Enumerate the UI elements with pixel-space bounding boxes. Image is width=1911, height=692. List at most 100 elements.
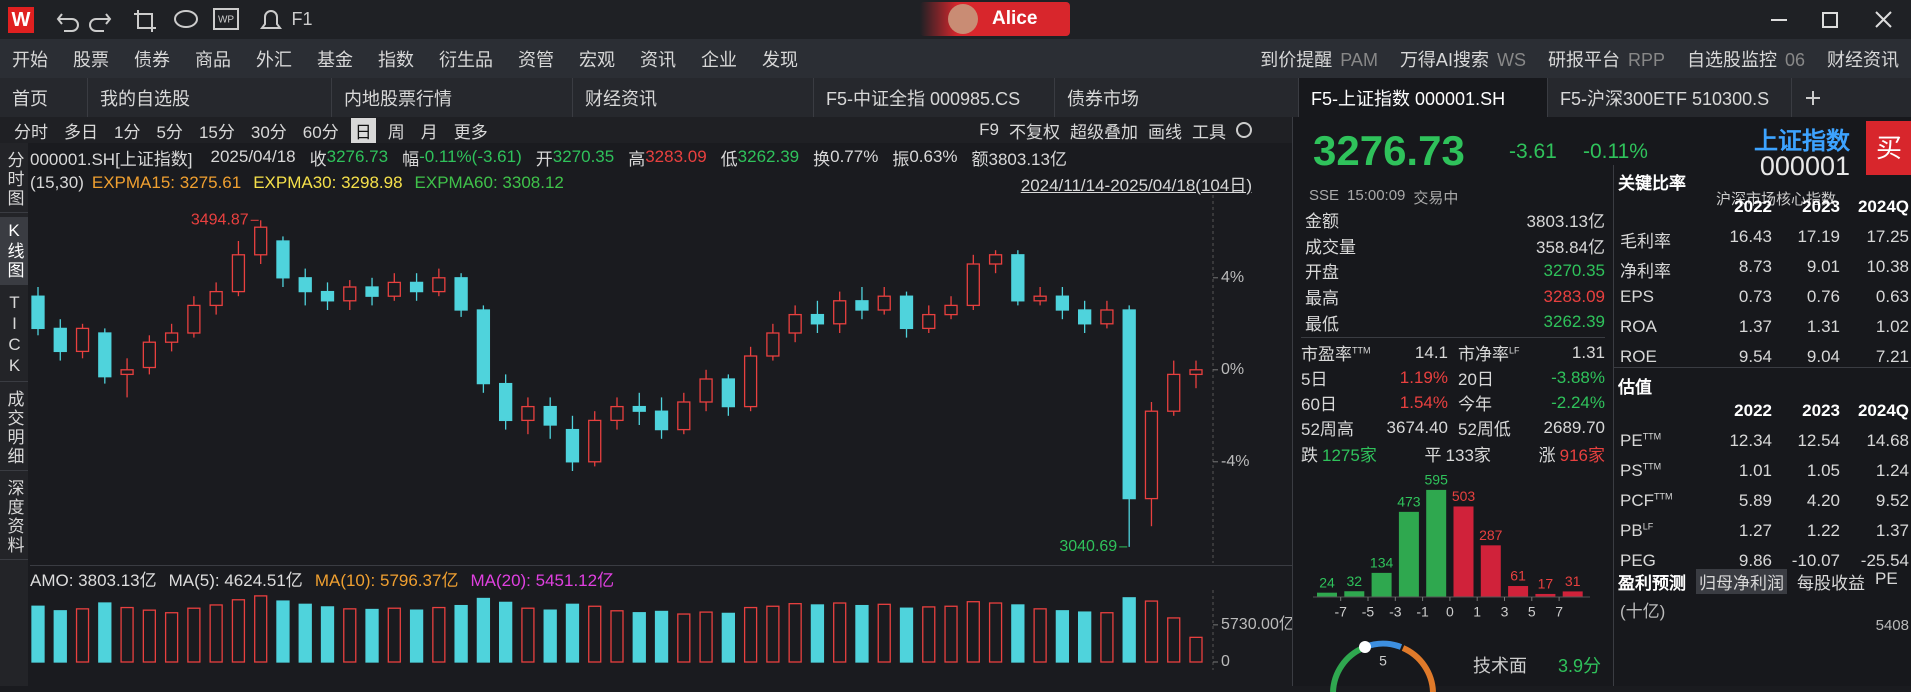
stat-label: 52周高 — [1301, 420, 1354, 439]
trade-button[interactable]: 买 — [1866, 121, 1911, 175]
row-value: 16.43 — [1729, 227, 1772, 246]
menu-item[interactable]: 发现 — [762, 49, 798, 70]
value-label: 595 — [1425, 472, 1449, 488]
bar — [1317, 592, 1337, 597]
bell-icon[interactable] — [260, 10, 282, 29]
forecast-tab[interactable]: PE — [1875, 569, 1898, 588]
tab[interactable]: F5-沪深300ETF 510300.S — [1548, 78, 1792, 117]
quote-label: 金额 — [1305, 212, 1339, 232]
period-button[interactable]: 1分 — [114, 122, 141, 142]
bar — [1426, 489, 1447, 597]
kline-chart: 4% 0% -4% 3494.87 3040.69 — [31, 195, 1249, 563]
date-range[interactable]: 2024/11/14-2025/04/18(104日) — [1020, 175, 1252, 195]
change: -3.61 — [1509, 140, 1557, 163]
undo-icon[interactable] — [56, 13, 79, 32]
tab[interactable]: 内地股票行情 — [332, 78, 573, 117]
menu-item[interactable]: 商品 — [195, 49, 231, 70]
menu-item[interactable]: 资管 — [518, 49, 554, 70]
side-tab[interactable]: 成交明细 — [0, 386, 28, 471]
period-button[interactable]: 日 — [350, 117, 376, 143]
user-badge[interactable]: Alice — [920, 2, 1070, 36]
volume-line: AMO: 3803.13亿 MA(5): 4624.51亿 MA(10): 5796… — [30, 565, 1292, 590]
candle-body — [1122, 309, 1136, 500]
field-label: 收 — [309, 149, 327, 169]
tab[interactable]: 债券市场 — [1055, 78, 1299, 117]
period-button[interactable]: 周 — [387, 122, 405, 142]
row-value: 9.01 — [1806, 257, 1840, 276]
close[interactable] — [1875, 11, 1892, 28]
menu-item[interactable]: 指数 — [378, 49, 414, 70]
settings-icon[interactable] — [1236, 122, 1252, 138]
logo[interactable]: W — [8, 6, 34, 33]
link-label: 自选股监控 — [1686, 49, 1777, 70]
menu-item[interactable]: 基金 — [317, 49, 353, 70]
menu-item[interactable]: 开始 — [12, 49, 48, 70]
menu-item[interactable]: 宏观 — [579, 49, 615, 70]
x-tick-label: 0 — [1446, 604, 1454, 620]
field-value: 3270.35 — [552, 147, 615, 166]
forecast-tab[interactable]: 每股收益 — [1797, 574, 1865, 593]
stat-cell: 20日 -3.88% — [1458, 365, 1605, 390]
row-value: 1.02 — [1875, 317, 1909, 336]
menu-item[interactable]: 企业 — [701, 49, 737, 70]
candle-body — [877, 295, 891, 311]
period-button[interactable]: 更多 — [453, 122, 488, 142]
quote-date: 2025/04/18 — [210, 147, 296, 166]
menu-item[interactable]: 资讯 — [640, 49, 676, 70]
candle-body — [766, 332, 780, 357]
quote-label: 最高 — [1305, 289, 1339, 309]
menu-link[interactable]: 万得AI搜索 WS — [1400, 46, 1526, 72]
crop-icon[interactable] — [134, 10, 156, 32]
volume-legend: MA(5): 4624.51亿 — [168, 570, 303, 590]
candle-body — [610, 405, 624, 422]
redo-icon[interactable] — [89, 13, 112, 32]
period-button[interactable]: 多日 — [64, 122, 98, 142]
stats-grid: 市盈率TTM 14.1 市净率LF 1.31 5日 1.19% 20日 -3.88% 60日 1.… — [1301, 337, 1605, 440]
tab[interactable]: 首页 — [0, 78, 88, 117]
row-value: 1.31 — [1806, 317, 1840, 336]
annotation: 3040.69 — [1059, 538, 1117, 555]
period-button[interactable]: 5分 — [156, 122, 183, 142]
candle-body — [743, 355, 758, 408]
tab[interactable]: 我的自选股 — [88, 78, 332, 117]
period-button[interactable]: 60分 — [302, 122, 339, 142]
tool-button[interactable]: F9 — [979, 120, 999, 139]
chat-icon[interactable] — [174, 10, 198, 28]
row-label: PSTTM — [1620, 461, 1662, 480]
forecast-tab[interactable]: 归母净利润 — [1696, 569, 1787, 594]
row-value: 1.37 — [1738, 317, 1772, 336]
menu-link[interactable]: 到价提醒 PAM — [1260, 46, 1378, 72]
row-value: 1.27 — [1738, 521, 1772, 540]
menu-item[interactable]: 股票 — [73, 49, 109, 70]
forecast-tab[interactable]: 盈利预测 — [1618, 574, 1686, 593]
period-button[interactable]: 分时 — [14, 122, 48, 142]
period-bar: 分时 多日 1分 5分 15分 30分 60分日周月更多 F9 不复权 超级叠加 画线 工具 — [0, 117, 1292, 143]
tab[interactable]: F5-中证全指 000985.CS — [814, 78, 1055, 117]
restore[interactable] — [1822, 12, 1838, 28]
side-tab[interactable]: 分时图 — [0, 147, 28, 213]
side-tab[interactable]: K线图 — [0, 217, 28, 285]
row-value: -10.07 — [1791, 551, 1840, 570]
volume-bar — [409, 609, 424, 663]
period-button[interactable]: 30分 — [250, 122, 287, 142]
side-tab[interactable]: 深度资料 — [0, 475, 28, 560]
menu-link[interactable]: 自选股监控 06 — [1687, 46, 1805, 72]
wp-icon[interactable] — [213, 8, 239, 30]
menu-link[interactable]: 研报平台 RPP — [1548, 46, 1665, 72]
menu-item[interactable]: 衍生品 — [439, 49, 493, 70]
f1-label[interactable]: F1 — [291, 9, 312, 29]
new-tab[interactable] — [1806, 90, 1820, 105]
tab[interactable]: F5-上证指数 000001.SH — [1299, 78, 1548, 117]
tab[interactable]: 财经资讯 — [573, 78, 814, 117]
menu-item[interactable]: 外汇 — [256, 49, 292, 70]
tool-button[interactable]: 画线 — [1148, 122, 1182, 142]
period-button[interactable]: 15分 — [198, 122, 235, 142]
menu-link[interactable]: 财经资讯 — [1827, 46, 1899, 72]
side-tab[interactable]: TICK — [0, 289, 28, 382]
tool-button[interactable]: 工具 — [1192, 122, 1226, 142]
period-button[interactable]: 月 — [420, 122, 438, 142]
menu-item[interactable]: 债券 — [134, 49, 170, 70]
tool-button[interactable]: 超级叠加 — [1070, 122, 1138, 142]
forecast-value: 5408 — [1875, 617, 1909, 634]
tool-button[interactable]: 不复权 — [1009, 122, 1060, 142]
